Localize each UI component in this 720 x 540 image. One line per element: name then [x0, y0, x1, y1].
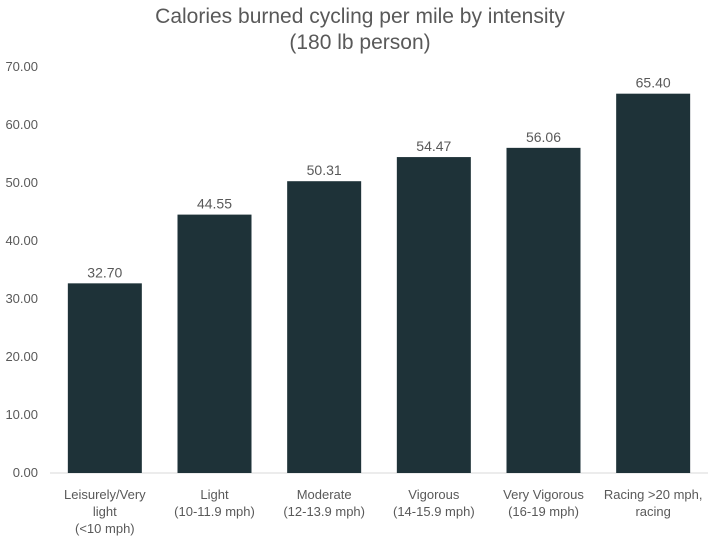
- x-category-label-line: (16-19 mph): [508, 504, 579, 519]
- x-category-label-line: racing: [635, 504, 670, 519]
- x-category-label: Racing >20 mph, racing: [604, 487, 703, 519]
- y-tick-label: 0.00: [13, 465, 38, 480]
- x-category-label-line: (10-11.9 mph): [174, 504, 255, 519]
- bar-value-label: 65.40: [636, 75, 671, 91]
- x-category-label-line: Very Vigorous: [503, 487, 584, 502]
- x-category-label-line: Light: [200, 487, 229, 502]
- bar-value-label: 50.31: [307, 162, 342, 178]
- x-category-label-line: (12-13.9 mph): [283, 504, 365, 519]
- x-category-label: Very Vigorous (16-19 mph): [503, 487, 584, 519]
- y-tick-label: 40.00: [5, 233, 38, 248]
- chart-title: Calories burned cycling per mile by inte…: [155, 5, 565, 28]
- bar: [396, 157, 471, 473]
- x-category-label-line: Racing >20 mph,: [604, 487, 703, 502]
- x-category-label-line: (14-15.9 mph): [393, 504, 475, 519]
- x-category-label-line: Moderate: [297, 487, 352, 502]
- y-tick-label: 60.00: [5, 117, 38, 132]
- y-tick-label: 50.00: [5, 175, 38, 190]
- bar-value-label: 32.70: [87, 264, 122, 280]
- bar: [67, 283, 142, 473]
- y-tick-label: 30.00: [5, 291, 38, 306]
- x-category-label-line: light: [93, 504, 117, 519]
- x-category-label-line: (<10 mph): [75, 521, 135, 536]
- y-tick-label: 10.00: [5, 407, 38, 422]
- chart-title-block: Calories burned cycling per mile by inte…: [0, 4, 720, 56]
- bar: [616, 93, 691, 474]
- y-tick-label: 20.00: [5, 349, 38, 364]
- x-category-label: Leisurely/Very light (<10 mph): [64, 487, 146, 536]
- bar: [177, 214, 252, 474]
- chart-subtitle: (180 lb person): [289, 31, 431, 54]
- x-category-label-line: Leisurely/Very: [64, 487, 146, 502]
- bar-value-label: 54.47: [416, 138, 451, 154]
- bar: [287, 181, 362, 473]
- bar-value-label: 44.55: [197, 196, 232, 212]
- x-category-label: Vigorous (14-15.9 mph): [393, 487, 475, 519]
- x-category-label-line: Vigorous: [408, 487, 460, 502]
- x-category-label: Moderate (12-13.9 mph): [283, 487, 365, 519]
- bar-value-label: 56.06: [526, 129, 561, 145]
- x-category-label: Light (10-11.9 mph): [174, 487, 255, 519]
- y-tick-label: 70.00: [5, 59, 38, 74]
- bar: [506, 147, 581, 474]
